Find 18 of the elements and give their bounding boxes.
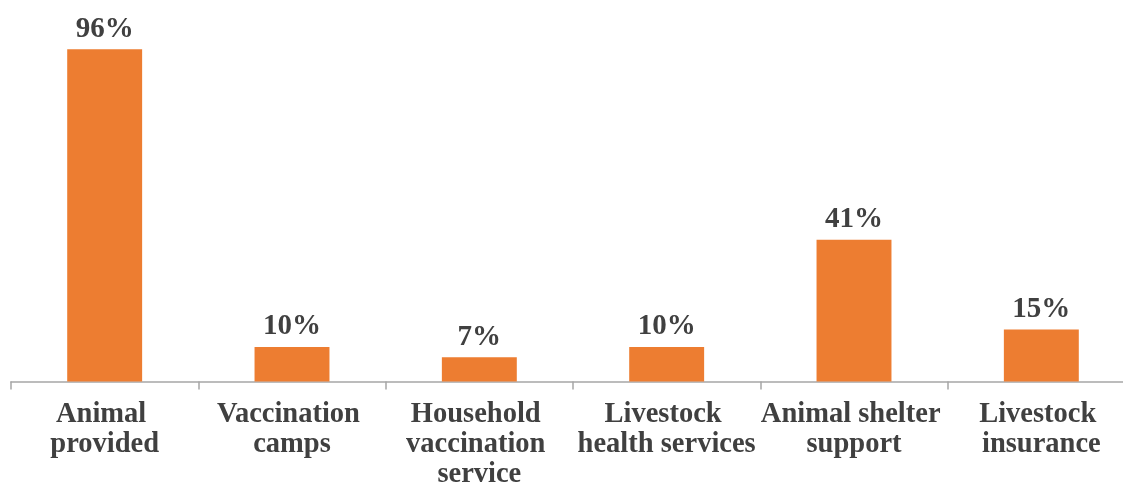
x-tick-label: Animal shelter support: [760, 397, 948, 458]
x-tick-label: Household vaccination service: [406, 397, 553, 488]
bar: [254, 346, 330, 382]
data-label: 10%: [637, 308, 696, 341]
data-label: 10%: [263, 308, 321, 341]
data-label: 15%: [1012, 291, 1071, 324]
data-label: 41%: [825, 201, 883, 234]
bar: [67, 49, 143, 382]
bar: [629, 346, 705, 382]
data-label: 7%: [457, 318, 502, 351]
x-tick-label: Livestock insurance: [979, 397, 1104, 458]
bar: [816, 239, 892, 382]
x-tick-label: Vaccination camps: [216, 397, 368, 458]
bar: [1003, 329, 1079, 382]
data-label: 96%: [75, 10, 134, 43]
x-tick-label: Animal provided: [50, 397, 160, 458]
bar: [441, 357, 517, 382]
x-tick-label: Livestock health services: [577, 397, 756, 458]
